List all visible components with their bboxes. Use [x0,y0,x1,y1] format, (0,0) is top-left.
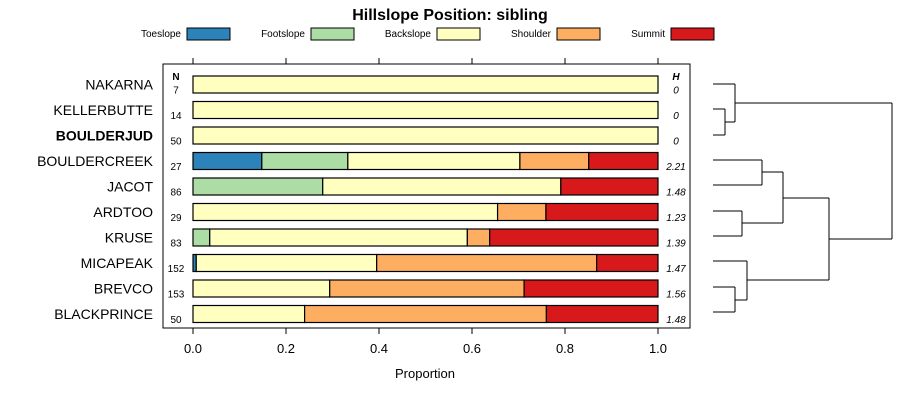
x-tick-label: 0.0 [184,341,202,356]
bar-segment-backslope [347,151,521,171]
n-value: 7 [173,86,179,97]
h-value: 0 [673,137,679,148]
n-value: 27 [170,162,182,173]
bar-segment-shoulder [466,228,491,247]
n-value: 153 [168,290,185,301]
legend-swatch-footslope [310,27,355,41]
h-value: 1.47 [666,264,686,275]
bar-segment-toeslope [192,151,263,171]
legend-swatch-toeslope [186,27,231,41]
n-value: 83 [170,239,182,250]
h-value: 1.23 [666,213,686,224]
row-label: BOULDERJUD [56,128,153,144]
legend-swatch-shoulder [556,27,601,41]
bar-segment-backslope [192,202,499,222]
bar-segment-summit [560,177,659,196]
row-label: KELLERBUTTE [53,102,153,118]
bar-segment-shoulder [496,202,547,222]
bar-segment-backslope [322,177,562,196]
legend-label-shoulder: Shoulder [511,29,552,40]
bar-segment-backslope [192,126,659,145]
h-value: 1.48 [666,188,686,199]
h-value: 2.21 [665,162,685,173]
bar-segment-summit [545,304,659,324]
legend: Toeslope Footslope Backslope Shoulder Summit [141,27,715,41]
bar-rows: NAKARNA 7 0 KELLERBUTTE 14 0 BOULDERJUD 50 0 BOUL… [37,75,686,326]
row-label: MICAPEAK [81,255,154,271]
legend-label-summit: Summit [631,29,665,40]
n-value: 86 [170,188,182,199]
dendrogram [713,83,893,313]
row-label: KRUSE [105,230,153,246]
chart-title: Hillslope Position: sibling [352,7,548,24]
row-label: ARDTOO [93,204,153,220]
row-label: JACOT [107,179,153,195]
bar-segment-shoulder [376,253,598,273]
bar-segment-backslope [192,100,659,120]
bar-segment-summit [588,151,659,171]
bar-segment-shoulder [329,279,525,298]
bar-segment-backslope [192,279,331,298]
bar-segment-shoulder [304,304,548,324]
h-value: 0 [673,86,679,97]
row-label: BOULDERCREEK [37,153,154,169]
n-value: 50 [170,137,182,148]
x-tick-label: 0.6 [463,341,481,356]
bar-segment-backslope [209,228,468,247]
h-column-header: H [672,72,680,83]
bar-segment-summit [596,253,659,273]
plot-frame [162,63,691,329]
n-value: 50 [170,315,182,326]
x-tick-label: 0.2 [277,341,295,356]
n-value: 29 [170,213,182,224]
legend-label-toeslope: Toeslope [141,29,181,40]
bar-segment-summit [523,279,659,298]
h-value: 1.48 [666,315,686,326]
legend-label-footslope: Footslope [261,29,305,40]
n-value: 152 [168,264,185,275]
bar-segment-summit [489,228,659,247]
n-value: 14 [170,111,182,122]
x-tick-label: 1.0 [649,341,667,356]
x-axis-title: Proportion [395,366,455,381]
h-value: 1.39 [666,239,686,250]
bar-segment-footslope [192,177,324,196]
legend-swatch-summit [670,27,715,41]
x-tick-label: 0.8 [556,341,574,356]
x-tick-label: 0.4 [370,341,388,356]
h-value: 1.56 [666,290,686,301]
bar-segment-footslope [261,151,349,171]
bar-segment-summit [545,202,659,222]
legend-label-backslope: Backslope [385,29,432,40]
bar-segment-backslope [195,253,378,273]
bar-segment-backslope [192,304,306,324]
row-label: NAKARNA [85,77,153,93]
n-column-header: N [172,72,179,83]
row-label: BLACKPRINCE [54,306,153,322]
legend-swatch-backslope [436,27,481,41]
bar-segment-footslope [192,228,211,247]
bar-segment-shoulder [519,151,590,171]
row-label: BREVCO [94,281,153,297]
x-axis: 0.0 0.2 0.4 0.6 0.8 1.0 [184,58,667,356]
h-value: 0 [673,111,679,122]
bar-segment-backslope [192,75,659,94]
